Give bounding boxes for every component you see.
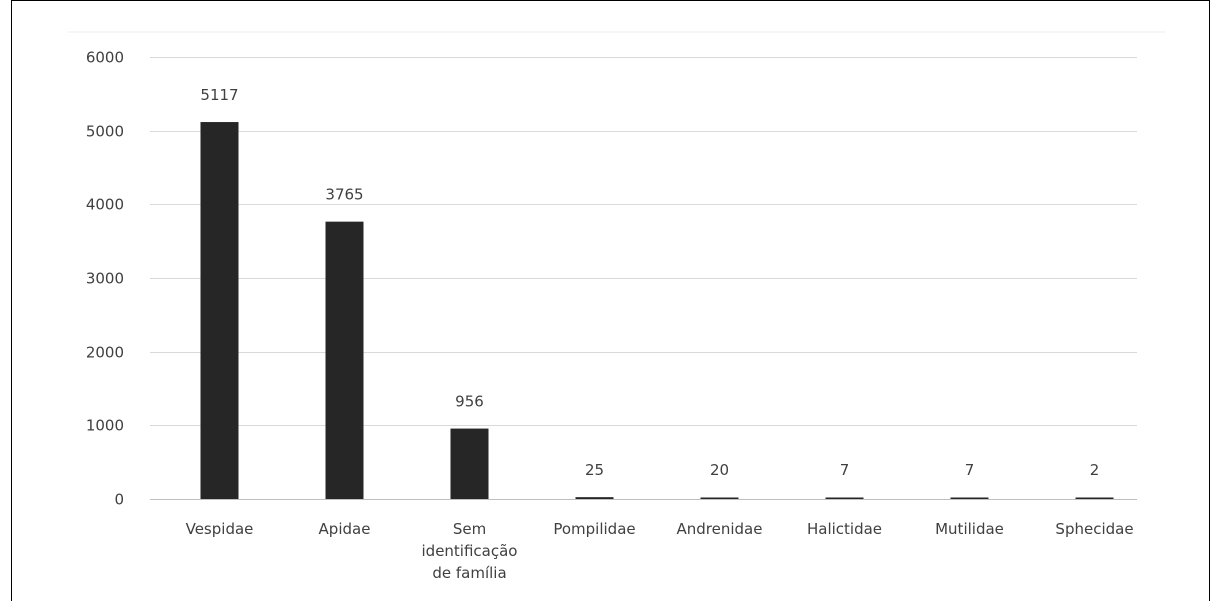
data-label: 2: [1090, 461, 1100, 479]
y-tick-label: 2000: [86, 344, 124, 362]
y-tick-label: 4000: [86, 196, 124, 214]
bar: [825, 497, 864, 499]
data-label: 20: [710, 461, 729, 479]
y-tick-label: 0: [114, 491, 124, 509]
x-category-label: de família: [432, 564, 506, 582]
x-category-label: Sphecidae: [1055, 520, 1133, 538]
y-tick-label: 6000: [86, 49, 124, 67]
bar: [1075, 497, 1114, 499]
y-tick-label: 1000: [86, 417, 124, 435]
bar: [450, 428, 489, 499]
y-axis-ticks: 0 1000 2000 3000 4000 5000 6000: [86, 49, 124, 509]
x-category-label: Pompilidae: [553, 520, 635, 538]
data-label: 7: [840, 461, 850, 479]
x-category-label: Halictidae: [807, 520, 882, 538]
bar: [200, 122, 239, 499]
y-tick-label: 5000: [86, 123, 124, 141]
x-category-label: Mutilidae: [935, 520, 1004, 538]
x-category-label: Sem: [453, 520, 486, 538]
bar: [950, 497, 989, 499]
x-category-label: identificação: [422, 542, 518, 560]
bar: [700, 497, 739, 499]
bar: [325, 221, 364, 499]
data-label: 956: [455, 393, 484, 411]
gridlines: [68, 31, 1165, 500]
y-tick-label: 3000: [86, 270, 124, 288]
x-category-label: Vespidae: [186, 520, 254, 538]
data-label: 7: [965, 461, 975, 479]
x-category-label: Andrenidae: [677, 520, 763, 538]
chart-frame: [11, 0, 1210, 601]
data-label: 3765: [325, 186, 363, 204]
bar: [575, 497, 614, 499]
data-label: 25: [585, 461, 604, 479]
x-category-label: Apidae: [319, 520, 371, 538]
data-label: 5117: [200, 86, 238, 104]
x-axis-categories: Vespidae Apidae Sem identificação de família…: [186, 520, 1134, 582]
data-labels: 5117 3765 956 25 20 7 7 2: [200, 86, 1099, 479]
bars: [200, 122, 1114, 499]
